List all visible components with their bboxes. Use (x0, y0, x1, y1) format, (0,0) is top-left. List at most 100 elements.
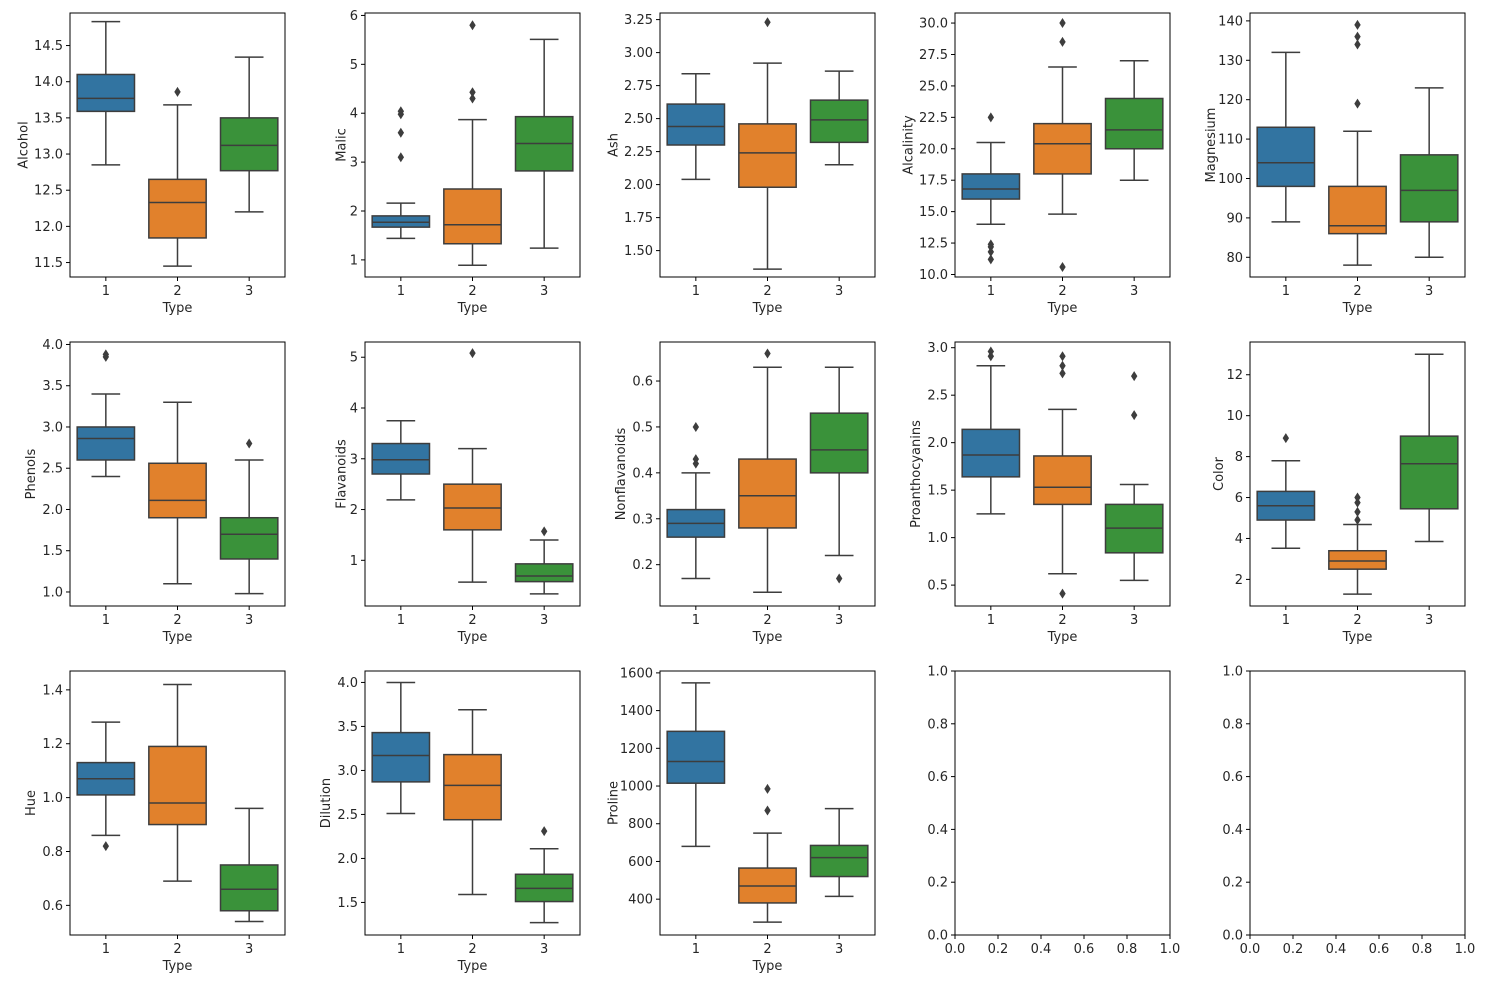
axes-frame (659, 670, 876, 936)
iqr-box (1399, 435, 1459, 510)
y-tick-label: 10 (1226, 409, 1243, 424)
x-tick-label: 2 (468, 942, 476, 957)
box-type-3 (219, 56, 279, 213)
outlier-marker (987, 346, 995, 357)
subplot-3-ash: 1 2 3 1.50 1.75 2.00 2.25 2.50 2.75 3.00 3.25 Type A… (607, 12, 876, 316)
iqr-box (1104, 97, 1164, 150)
x-tick-label: 3 (245, 613, 253, 628)
outlier-marker (540, 526, 548, 537)
y-tick-label: 4 (350, 107, 358, 122)
box-type-2 (1328, 19, 1387, 266)
y-tick-label: 4.0 (42, 338, 63, 353)
x-tick-label: 1.0 (1160, 942, 1181, 957)
box-type-1 (371, 106, 431, 240)
y-tick-label: 1.0 (927, 665, 948, 680)
y-tick-label: 90 (1226, 211, 1243, 226)
y-tick-label: 0.2 (927, 876, 948, 891)
box-type-1 (371, 419, 431, 501)
x-tick-label: 1 (397, 613, 405, 628)
iqr-box (666, 103, 726, 146)
subplot-15-empty: 0.00.0 0.2 0.2 0.4 0.4 0.6 0.6 0.8 0.8 1.0 1.0 (1222, 665, 1475, 958)
iqr-box (219, 516, 279, 560)
y-axis-label: Malic (334, 128, 349, 162)
y-tick-label: 15.0 (919, 205, 948, 220)
y-axis-label: Color (1212, 456, 1227, 491)
y-tick-label: 14.5 (34, 39, 63, 54)
y-tick-label: 2.0 (927, 436, 948, 451)
outlier-marker (397, 106, 405, 117)
box-type-3 (514, 526, 574, 595)
axes-frame (69, 670, 286, 936)
y-tick-label: 1000 (620, 780, 653, 795)
subplot-6-phenols: 1 2 3 1.0 1.5 2.0 2.5 3.0 3.5 4.0 Type Phenols (24, 338, 286, 645)
box-type-2 (148, 86, 207, 267)
outlier-marker (469, 87, 476, 98)
y-tick-label: 0.6 (927, 770, 948, 785)
y-tick-label: 0.8 (42, 845, 63, 860)
axes-frame (69, 341, 286, 607)
y-tick-label: 2.75 (624, 79, 653, 94)
y-tick-label: 2.0 (337, 852, 358, 867)
outlier-marker (1059, 351, 1066, 362)
y-tick-label: 0.2 (632, 558, 653, 573)
outlier-marker (764, 17, 771, 28)
box-type-3 (1104, 60, 1164, 181)
iqr-box (961, 428, 1021, 478)
y-tick-label: 100 (1218, 172, 1243, 187)
y-tick-label: 11.5 (34, 256, 63, 271)
x-tick-label: 2 (763, 942, 771, 957)
outlier-marker (1059, 36, 1066, 47)
x-tick-label: 0.8 (1117, 942, 1138, 957)
axes-frame (1249, 670, 1466, 936)
iqr-box (809, 844, 869, 878)
box-type-1 (666, 421, 726, 580)
box-type-2 (443, 20, 502, 267)
y-tick-label: 8 (1235, 450, 1243, 465)
outlier-marker (1059, 588, 1066, 599)
box-type-3 (219, 807, 279, 923)
box-type-2 (1033, 18, 1092, 272)
y-tick-label: 4.0 (337, 676, 358, 691)
x-axis-label: Type (162, 301, 193, 316)
outlier-marker (540, 826, 548, 837)
iqr-box (148, 178, 207, 239)
y-tick-label: 0.6 (1222, 770, 1243, 785)
box-type-3 (809, 70, 869, 166)
y-tick-label: 6 (1235, 491, 1243, 506)
y-tick-label: 1 (350, 554, 358, 569)
y-tick-label: 800 (628, 817, 653, 832)
y-tick-label: 0.4 (1222, 823, 1243, 838)
outlier-marker (1059, 360, 1066, 371)
y-tick-label: 17.5 (919, 174, 948, 189)
y-tick-label: 1.2 (42, 737, 63, 752)
axes-frame (364, 12, 581, 278)
axes-frame (364, 341, 581, 607)
y-axis-label: Alcohol (17, 121, 32, 168)
box-type-1 (371, 681, 431, 815)
y-tick-label: 22.5 (919, 111, 948, 126)
x-tick-label: 0.8 (1412, 942, 1433, 957)
x-tick-label: 3 (1425, 613, 1433, 628)
y-tick-label: 4 (350, 402, 358, 417)
y-tick-label: 0.8 (1222, 717, 1243, 732)
subplot-1-alcohol: 1 2 3 11.5 12.0 12.5 13.0 13.5 14.0 14.5 Type Alcoh… (17, 12, 286, 316)
x-tick-label: 1 (397, 942, 405, 957)
y-axis-label: Magnesium (1204, 108, 1219, 183)
y-tick-label: 2.0 (42, 503, 63, 518)
outlier-marker (1354, 492, 1361, 503)
x-tick-label: 1 (987, 284, 995, 299)
x-tick-label: 1 (102, 613, 110, 628)
y-tick-label: 0.5 (927, 579, 948, 594)
x-tick-label: 2 (1353, 284, 1361, 299)
x-tick-label: 3 (835, 613, 843, 628)
x-tick-label: 0.2 (1283, 942, 1304, 957)
iqr-box (219, 864, 279, 912)
y-tick-label: 3.00 (624, 46, 653, 61)
subplot-4-alcalinity: 1 2 3 10.0 12.5 15.0 17.5 20.0 22.5 25.0 27.5 30.0 T… (902, 12, 1171, 316)
outlier-marker (1130, 371, 1138, 382)
y-tick-label: 12.5 (34, 184, 63, 199)
x-axis-label: Type (457, 630, 488, 645)
x-tick-label: 3 (540, 942, 548, 957)
y-tick-label: 1.0 (42, 585, 63, 600)
subplot-12-dilution: 1 2 3 1.5 2.0 2.5 3.0 3.5 4.0 Type Dilution (319, 670, 581, 974)
